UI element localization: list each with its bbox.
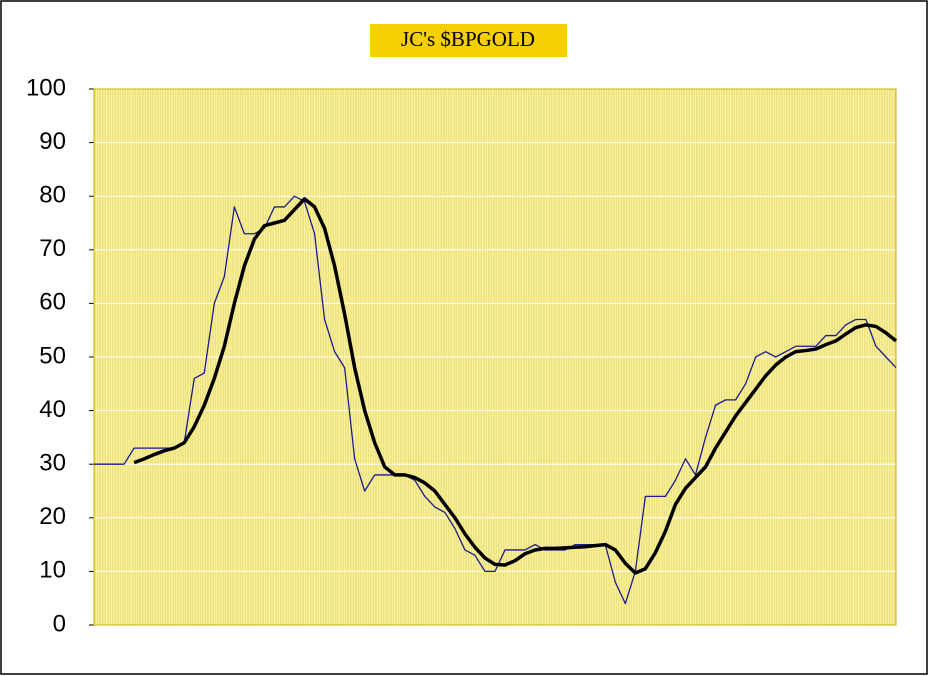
y-tick-label: 40 xyxy=(39,396,66,423)
y-tick-label: 80 xyxy=(39,182,66,209)
y-tick-label: 100 xyxy=(26,74,66,101)
y-tick-label: 90 xyxy=(39,128,66,155)
series-line xyxy=(94,195,897,605)
series-line xyxy=(133,197,898,575)
y-tick-label: 20 xyxy=(39,503,66,530)
y-tick-label: 50 xyxy=(39,342,66,369)
y-tick-label: 30 xyxy=(39,450,66,477)
plot-border xyxy=(93,88,897,626)
y-tick-label: 0 xyxy=(53,610,66,637)
title-box xyxy=(370,24,567,57)
y-tick-label: 60 xyxy=(39,289,66,316)
chart-title: JC's $BPGOLD xyxy=(401,27,535,51)
y-tick-label: 10 xyxy=(39,557,66,584)
y-tick-label: 70 xyxy=(39,235,66,262)
